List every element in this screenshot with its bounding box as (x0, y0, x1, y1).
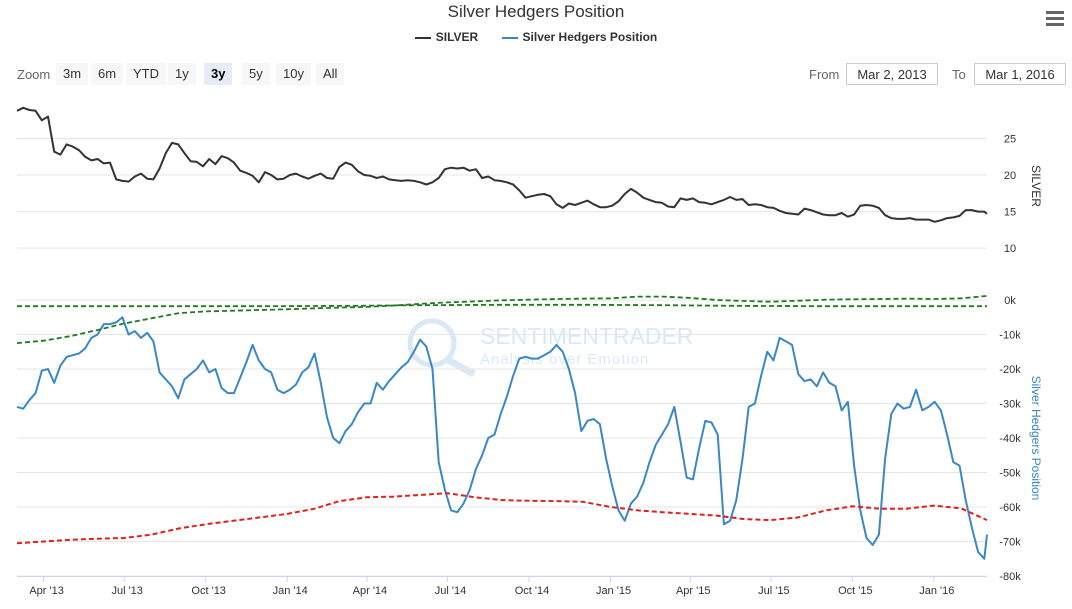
zoom-ytd-button[interactable]: YTD (126, 63, 166, 85)
y-axis-title-hedgers: Silver Hedgers Position (1029, 376, 1043, 501)
x-tick-label: Apr '14 (353, 585, 388, 597)
series-line-hedgers-1 (16, 295, 988, 344)
watermark-magnifier-handle (446, 356, 476, 378)
y-tick-label-silver: 15 (1004, 207, 1016, 219)
y-tick-label-silver: 25 (1004, 134, 1016, 146)
y-tick-label-hedgers: -30k (999, 399, 1021, 411)
zoom-all-button[interactable]: All (316, 63, 345, 85)
series-line-hedgers-3 (16, 492, 988, 545)
legend-item-hedgers[interactable]: Silver Hedgers Position (501, 30, 658, 44)
from-date-input[interactable]: Mar 2, 2013 (846, 63, 938, 85)
y-axis-title-silver: SILVER (1029, 165, 1043, 207)
series-line-hedgers-2 (17, 303, 987, 308)
y-tick-label-hedgers: -20k (999, 364, 1021, 376)
zoom-label: Zoom (17, 67, 51, 82)
series-line-hedgers-0 (16, 316, 988, 560)
series-line-silver-0 (16, 106, 988, 223)
hamburger-menu-icon[interactable] (1044, 8, 1066, 28)
from-label: From (809, 67, 840, 82)
zoom-6m-button[interactable]: 6m (91, 63, 124, 85)
watermark-magnifier-icon (407, 318, 457, 368)
legend-swatch-silver (414, 36, 431, 39)
y-tick-label-hedgers: -70k (999, 537, 1021, 549)
x-tick-label: Jul '13 (111, 585, 142, 597)
to-label: To (952, 67, 966, 82)
legend-item-silver[interactable]: SILVER (414, 30, 479, 44)
watermark-title: SENTIMENTRADER (480, 323, 693, 349)
x-tick-label: Jan '16 (919, 585, 954, 597)
x-tick-label: Oct '13 (191, 585, 226, 597)
legend-label-hedgers: Silver Hedgers Position (522, 30, 658, 44)
to-date-input[interactable]: Mar 1, 2016 (974, 63, 1066, 85)
y-tick-label-hedgers: -50k (999, 468, 1021, 480)
zoom-1y-button[interactable]: 1y (168, 63, 196, 85)
x-tick-label: Jan '14 (273, 585, 308, 597)
zoom-10y-button[interactable]: 10y (276, 63, 311, 85)
y-tick-label-hedgers: -60k (999, 502, 1021, 514)
legend: SILVER Silver Hedgers Position (0, 30, 1072, 44)
zoom-5y-button[interactable]: 5y (242, 63, 270, 85)
y-tick-label-silver: 10 (1004, 243, 1016, 255)
y-tick-label-hedgers: -80k (999, 571, 1021, 583)
zoom-3y-button[interactable]: 3y (204, 63, 233, 85)
legend-swatch-hedgers (501, 36, 518, 39)
y-tick-label-silver: 20 (1004, 170, 1016, 182)
x-tick-label: Jul '15 (758, 585, 789, 597)
x-tick-label: Jan '15 (596, 585, 631, 597)
y-tick-label-hedgers: -10k (999, 330, 1021, 342)
legend-label-silver: SILVER (435, 30, 479, 44)
watermark: SENTIMENTRADER Analysis over Emotion (407, 318, 693, 378)
y-tick-label-hedgers: 0k (1004, 295, 1016, 307)
x-tick-label: Apr '15 (676, 585, 711, 597)
chart-title: Silver Hedgers Position (447, 2, 625, 21)
x-tick-label: Oct '15 (838, 585, 873, 597)
y-tick-label-hedgers: -40k (999, 433, 1021, 445)
x-tick-label: Jul '14 (435, 585, 466, 597)
x-tick-label: Oct '14 (515, 585, 550, 597)
zoom-3m-button[interactable]: 3m (56, 63, 89, 85)
watermark-subtitle: Analysis over Emotion (480, 351, 649, 368)
x-tick-label: Apr '13 (29, 585, 64, 597)
